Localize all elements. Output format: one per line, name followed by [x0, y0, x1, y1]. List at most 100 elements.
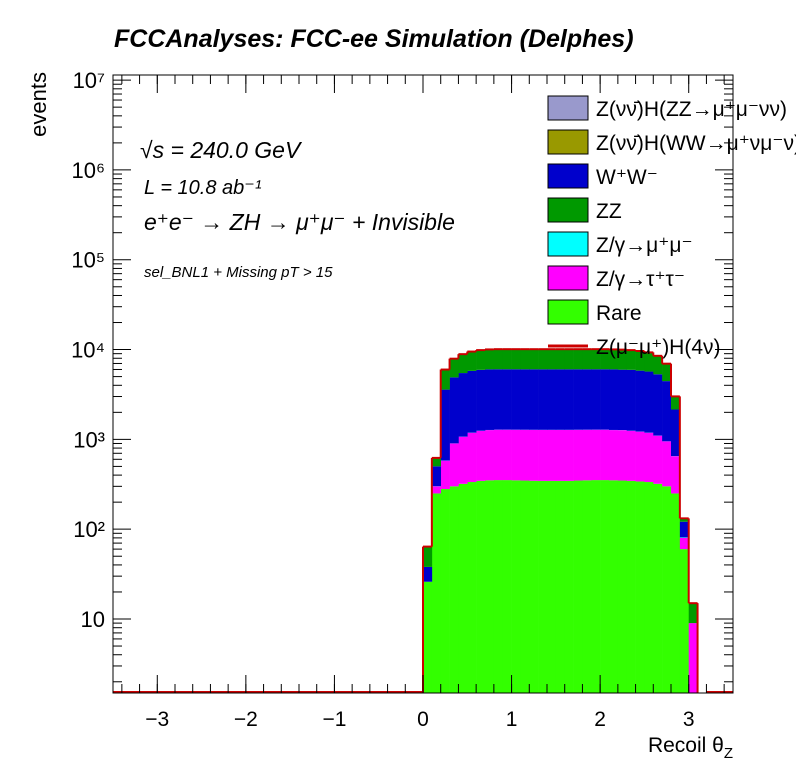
- histogram-bar: [671, 493, 681, 693]
- histogram-bar: [440, 369, 450, 390]
- histogram-bar: [679, 521, 690, 538]
- legend-swatch: [547, 299, 589, 325]
- histogram-bar: [617, 349, 628, 370]
- histogram-bar: [529, 349, 539, 370]
- histogram-bar: [502, 369, 512, 430]
- histogram-bar: [564, 349, 574, 370]
- legend-label: ZZ: [596, 200, 622, 223]
- histogram-bar: [653, 374, 663, 436]
- histogram-bar: [635, 351, 645, 371]
- legend-swatch: [547, 129, 589, 155]
- histogram-bar: [423, 581, 433, 693]
- histogram-bar: [573, 349, 583, 370]
- histogram-bar: [679, 518, 690, 522]
- histogram-bar: [538, 349, 548, 370]
- histogram-bar: [600, 429, 610, 481]
- histogram-bar: [609, 349, 619, 370]
- histogram-bar: [449, 358, 459, 378]
- histogram-bar: [520, 429, 530, 481]
- histogram-bar: [538, 480, 548, 693]
- y-tick-label: 10: [81, 607, 105, 632]
- histogram-bar: [600, 480, 610, 693]
- histogram-bar: [493, 429, 504, 481]
- x-tick-label: −3: [145, 708, 169, 731]
- histogram-bar: [564, 369, 574, 430]
- histogram-bar: [493, 480, 504, 693]
- histogram-bar: [520, 369, 530, 430]
- histogram-bar: [449, 377, 459, 444]
- histogram-bar: [555, 369, 566, 430]
- histogram-bar: [467, 432, 477, 483]
- histogram-bar: [485, 369, 495, 430]
- histogram-bar: [529, 480, 539, 693]
- histogram-bar: [511, 369, 521, 430]
- histogram-bar: [679, 549, 690, 693]
- histogram-bar: [493, 349, 504, 370]
- legend-label: Z/γ→μ⁺μ⁻: [596, 234, 693, 257]
- histogram-bar: [653, 435, 663, 484]
- x-axis-label: Recoil θZ: [648, 734, 733, 762]
- histogram-bar: [423, 566, 433, 582]
- histogram-bar: [671, 456, 681, 494]
- histogram-bar: [440, 460, 450, 490]
- histogram-bar: [529, 429, 539, 481]
- histogram-bar: [547, 349, 557, 370]
- histogram-bar: [485, 349, 495, 370]
- histogram-bar: [431, 486, 442, 494]
- histogram-bar: [476, 369, 486, 431]
- histogram-bar: [635, 431, 645, 482]
- histogram-bar: [609, 480, 619, 693]
- x-tick-label: −1: [322, 708, 346, 731]
- legend-label: Z(νν̄)H(ZZ→μ⁺μ⁻νν): [596, 98, 787, 121]
- legend-label: W⁺W⁻: [596, 166, 658, 189]
- histogram-bar: [467, 370, 477, 433]
- chart-title: FCCAnalyses: FCC-ee Simulation (Delphes): [114, 25, 634, 53]
- histogram-bar: [467, 351, 477, 371]
- legend-swatch: [547, 265, 589, 291]
- histogram-bar: [626, 480, 636, 693]
- histogram-bar: [423, 546, 433, 567]
- histogram-bar: [538, 429, 548, 481]
- y-tick-label: 10³: [73, 427, 105, 452]
- histogram-bar: [511, 349, 521, 370]
- histogram-bar: [635, 370, 645, 432]
- histogram-bar: [476, 480, 486, 693]
- histogram-bar: [609, 430, 619, 481]
- legend-swatch: [547, 163, 589, 189]
- histogram-bar: [458, 373, 468, 437]
- histogram-bar: [573, 369, 583, 430]
- histogram-bar: [547, 480, 557, 693]
- histogram-bar: [502, 429, 512, 481]
- x-tick-label: −2: [234, 708, 258, 731]
- y-tick-label: 10⁷: [73, 68, 105, 93]
- histogram-bar: [626, 369, 636, 431]
- histogram-bar: [476, 430, 486, 481]
- y-tick-label: 10²: [73, 517, 105, 542]
- histogram-bar: [591, 429, 601, 481]
- histogram-bar: [662, 486, 672, 693]
- y-tick-label: 10⁴: [71, 338, 105, 363]
- histogram-bar: [529, 369, 539, 430]
- legend-swatch: [547, 95, 589, 121]
- histogram-bar: [547, 429, 557, 481]
- histogram-bar: [582, 349, 592, 370]
- histogram-bar: [644, 482, 654, 693]
- histogram-bar: [511, 480, 521, 693]
- histogram-bar: [617, 480, 628, 693]
- histogram-bar: [617, 369, 628, 431]
- histogram-bar: [485, 430, 495, 481]
- histogram-bar: [653, 355, 663, 375]
- x-tick-label: 0: [417, 708, 429, 731]
- histogram-bar: [573, 429, 583, 481]
- histogram-bar: [555, 429, 566, 481]
- y-axis-label: events: [26, 72, 51, 137]
- x-tick-label: 2: [594, 708, 606, 731]
- histogram-bar: [644, 432, 654, 483]
- histogram-bar: [573, 480, 583, 693]
- legend-swatch: [547, 197, 589, 223]
- x-tick-label: 1: [506, 708, 518, 731]
- histogram-bar: [458, 354, 468, 374]
- histogram-bar: [679, 537, 690, 550]
- y-tick-label: 10⁵: [71, 248, 105, 273]
